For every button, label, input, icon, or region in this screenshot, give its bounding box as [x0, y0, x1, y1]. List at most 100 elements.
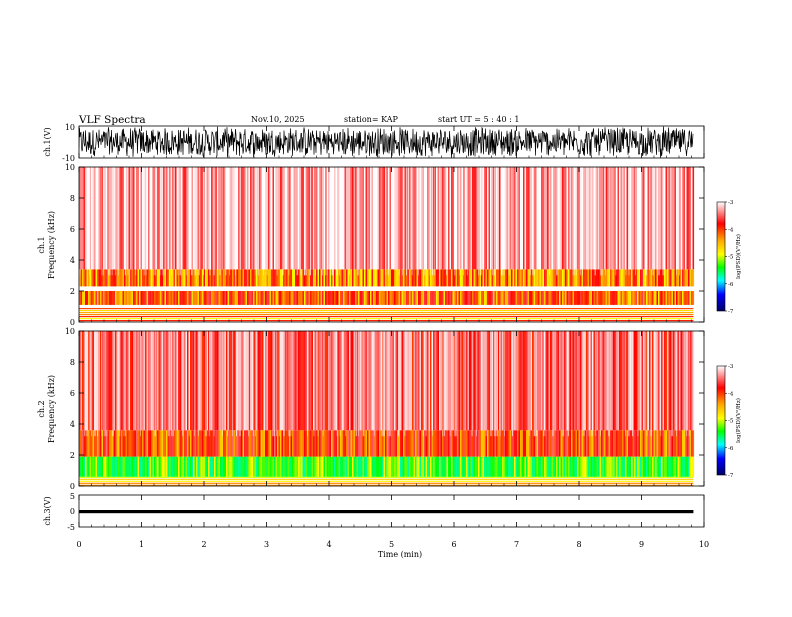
spectrogram-column: [581, 456, 584, 477]
spectrogram-streak: [556, 167, 557, 276]
spectrogram-column: [560, 430, 563, 457]
spectrogram-band-stripe: [79, 484, 694, 486]
spectrogram-column: [680, 269, 683, 287]
spectrogram-column: [211, 331, 213, 431]
spectrogram-column: [151, 331, 153, 431]
spectrogram-streak: [125, 167, 126, 276]
spectrogram-column: [524, 331, 527, 431]
spectrogram-column: [88, 430, 90, 457]
spectrogram-column: [209, 269, 212, 287]
spectrogram-column: [88, 456, 90, 477]
spectrogram-column: [394, 456, 396, 477]
spectrogram-column: [409, 456, 411, 477]
spectrogram-column: [352, 167, 354, 270]
spectrogram-column: [238, 331, 240, 431]
spectrogram-column: [524, 456, 527, 477]
spectrogram-streak: [155, 167, 156, 276]
spectrogram-column: [170, 269, 173, 287]
spectrogram-column: [682, 331, 684, 431]
spectrogram-column: [433, 456, 435, 477]
ch1-spectrogram-image: [79, 167, 704, 322]
spectrogram-column: [202, 167, 204, 270]
spectrogram-column: [341, 167, 344, 270]
spectrogram-column: [154, 167, 156, 270]
spectrogram-column: [298, 269, 300, 287]
spectrogram-column: [401, 291, 404, 305]
spectrogram-column: [92, 167, 95, 270]
spectrogram-column: [152, 269, 155, 287]
spectrogram-column: [313, 167, 315, 270]
spectrogram-column: [394, 269, 396, 287]
spectrogram-column: [373, 269, 375, 287]
spectrogram-column: [82, 456, 84, 477]
spectrogram-streak: [288, 167, 290, 276]
spectrogram-column: [148, 456, 150, 477]
spectrogram-streak: [182, 331, 183, 437]
spectrogram-column: [188, 430, 191, 457]
spectrogram-column: [689, 430, 692, 457]
spectrogram-streak: [123, 331, 125, 437]
spectrogram-streak: [345, 331, 347, 437]
spectrogram-streak: [536, 331, 537, 437]
spectrogram-column: [347, 331, 350, 431]
spectrogram-column: [541, 269, 543, 287]
ch1-ylabel: ch.1(V): [43, 127, 52, 156]
spectrogram-column: [322, 456, 324, 477]
spectrogram-streak: [194, 331, 195, 437]
spectrogram-column: [523, 331, 525, 431]
spectrogram-column: [581, 331, 584, 431]
spectrogram-column: [466, 291, 468, 305]
spectrogram-column: [571, 456, 573, 477]
spectrogram-column: [664, 430, 666, 457]
spectrogram-streak: [213, 167, 214, 276]
spectrogram-column: [260, 430, 263, 457]
spectrogram-column: [115, 456, 117, 477]
spectrogram-column: [494, 167, 497, 270]
spectrogram-column: [638, 269, 641, 287]
spectrogram-column: [505, 269, 507, 287]
spectrogram-column: [515, 456, 518, 477]
spectrogram-column: [577, 456, 579, 477]
spectrogram-column: [514, 291, 516, 305]
spectrogram-column: [521, 167, 524, 270]
spectrogram-column: [491, 430, 494, 457]
spectrogram-column: [272, 430, 275, 457]
spectrogram-column: [238, 291, 240, 305]
spectrogram-column: [371, 291, 374, 305]
spectrogram-column: [682, 167, 684, 270]
spectrogram-streak: [180, 167, 181, 276]
spectrogram-column: [506, 167, 509, 270]
spectrogram-column: [421, 456, 423, 477]
spectrogram-column: [514, 331, 516, 431]
spectrogram-column: [580, 430, 582, 457]
spectrogram-column: [481, 331, 483, 431]
spectrogram-column: [109, 291, 111, 305]
spectrogram-column: [482, 331, 485, 431]
spectrogram-column: [247, 291, 249, 305]
spectrogram-column: [304, 331, 306, 431]
spectrogram-column: [505, 331, 507, 431]
spectrogram-column: [119, 430, 122, 457]
spectrogram-column: [160, 430, 162, 457]
spectrogram-column: [463, 331, 465, 431]
spectrogram-streak: [582, 331, 584, 437]
spectrogram-column: [134, 291, 137, 305]
spectrogram-column: [130, 167, 132, 270]
spectrogram-streak: [266, 167, 268, 276]
spectrogram-streak: [646, 331, 648, 437]
spectrogram-column: [457, 331, 459, 431]
spectrogram-column: [178, 456, 180, 477]
spectrogram-streak: [105, 331, 106, 437]
spectrogram-column: [415, 291, 417, 305]
spectrogram-column: [328, 291, 330, 305]
spectrogram-column: [281, 167, 284, 270]
spectrogram-column: [608, 269, 611, 287]
spectrogram-column: [644, 291, 647, 305]
spectrogram-streak: [283, 167, 284, 276]
spectrogram-column: [595, 331, 597, 431]
spectrogram-column: [191, 269, 194, 287]
spectrogram-column: [647, 167, 650, 270]
spectrogram-column: [412, 331, 414, 431]
spectrogram-column: [610, 331, 612, 431]
spectrogram-column: [490, 430, 492, 457]
